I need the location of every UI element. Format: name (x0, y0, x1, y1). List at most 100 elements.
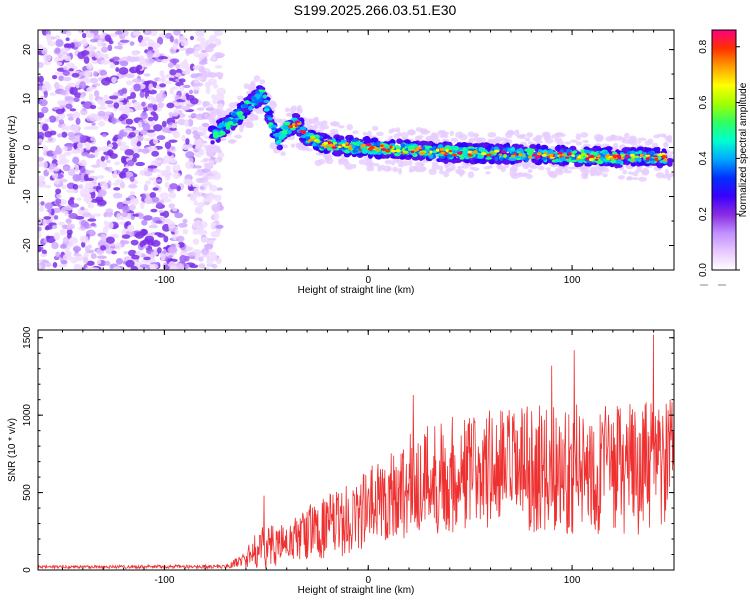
spectrogram-peak-cell (341, 143, 346, 147)
spectrogram-peak-cell (609, 157, 614, 160)
spectrogram-noise-cell (143, 138, 153, 142)
spectrogram-noise-cell (109, 62, 116, 69)
spectrogram-noise-cell (125, 107, 131, 113)
spectrogram-peak-cell (440, 151, 445, 155)
spectrogram-noise-cell (190, 126, 200, 131)
spectrogram-halo-cell (268, 102, 278, 109)
spectrogram-noise-cell (168, 139, 178, 143)
spectrogram-noise-cell (62, 146, 68, 152)
spectrogram-ridge-cell (361, 149, 369, 154)
spectrogram-noise-cell (167, 62, 174, 69)
spectrogram-noise-cell (61, 184, 67, 190)
spectrogram-peak-cell (633, 155, 640, 158)
spectrogram-ridge-cell (566, 159, 574, 163)
spectrogram-ridge-cell (467, 146, 475, 150)
spectrogram-noise-cell (62, 76, 72, 82)
spectrogram-noise-cell (198, 125, 203, 131)
spectrogram-noise-cell (137, 121, 143, 129)
spectrogram-noise-cell (211, 94, 217, 100)
spectrogram-noise-cell (65, 218, 72, 224)
spectrogram-ridge-cell (460, 142, 469, 149)
spectrogram-noise-cell (93, 90, 100, 98)
spectrogram-noise-cell (193, 200, 199, 206)
spectrogram-noise-cell (155, 179, 162, 183)
spectrogram-noise-cell (169, 265, 178, 270)
spectrogram-noise-cell (196, 225, 204, 233)
colorbar-tick-label: 0.0 (698, 263, 709, 277)
spectrogram-ridge-cell (411, 156, 420, 161)
spectrogram-noise-cell (70, 124, 79, 132)
spectrogram-noise-cell (97, 106, 107, 110)
spectrogram-ridge-cell (340, 139, 347, 143)
spectrogram-ridge-cell (371, 151, 378, 155)
spectrogram-noise-cell (171, 122, 176, 129)
spectrogram-peak-cell (663, 157, 668, 162)
spectrogram-noise-cell (141, 193, 147, 200)
spectrogram-noise-cell (100, 155, 106, 162)
spectrogram-noise-cell (131, 254, 140, 260)
spectrogram-noise-cell (185, 151, 195, 159)
spectrogram-halo-cell (337, 125, 345, 129)
spectrogram-peak-cell (448, 151, 453, 155)
spectrogram-ridge-cell (644, 147, 652, 152)
spectrogram-noise-cell (125, 171, 130, 179)
spectrogram-halo-cell (351, 163, 357, 169)
spectrogram-noise-cell (82, 256, 89, 264)
spectrogram-peak-cell (640, 154, 644, 158)
spectrogram-halo-cell (377, 164, 382, 172)
spectrogram-noise-cell (51, 224, 58, 230)
spectrogram-noise-cell (52, 150, 62, 155)
spectrogram-halo-cell (395, 159, 404, 165)
spectrogram-halo-cell (206, 150, 213, 157)
spectrogram-noise-cell (214, 158, 221, 163)
spectrogram-noise-cell (56, 100, 66, 106)
spectrogram-halo-cell (319, 124, 326, 131)
spectrogram-halo-cell (554, 132, 564, 136)
spectrogram-noise-cell (159, 192, 170, 200)
spectrogram-halo-cell (202, 157, 211, 162)
spectrogram-noise-cell (190, 113, 198, 118)
spectrogram-ridge-cell (642, 152, 647, 156)
spectrogram-halo-cell (206, 170, 212, 177)
spectrogram-peak-cell (302, 131, 306, 134)
spectrogram-peak-cell (445, 148, 449, 153)
spectrogram-noise-cell (143, 170, 153, 177)
spectrogram-ridge-cell (488, 143, 495, 147)
spectrogram-peak-cell (391, 149, 397, 153)
spectrogram-halo-cell (358, 159, 366, 165)
spectrogram-ridge-cell (432, 150, 437, 154)
spectrogram-y-axis-label: Frequency (Hz) (7, 116, 18, 185)
spectrogram-peak-cell (361, 143, 367, 146)
spectrogram-noise-cell (153, 124, 163, 132)
spectrogram-peak-cell (439, 147, 444, 151)
spectrogram-noise-cell (78, 184, 84, 190)
spectrogram-noise-cell (56, 194, 62, 199)
spectrogram-noise-cell (203, 201, 211, 206)
spectrogram-noise-cell (54, 71, 64, 76)
colorbar-label: Normalized spectral amplitude (738, 82, 749, 217)
spectrogram-noise-cell (192, 238, 200, 245)
spectrogram-ridge-cell (610, 158, 617, 164)
spectrogram-noise-cell (209, 184, 218, 192)
spectrogram-noise-cell (130, 91, 137, 100)
spectrogram-halo-cell (535, 134, 541, 142)
spectrogram-noise-cell (114, 242, 122, 250)
spectrogram-noise-cell (178, 47, 187, 51)
spectrogram-ridge-cell (661, 148, 667, 153)
spectrogram-noise-cell (94, 51, 103, 59)
spectrogram-ridge-cell (562, 161, 569, 166)
spectrogram-peak-cell (661, 154, 666, 159)
spectrogram-noise-cell (143, 80, 151, 86)
spectrogram-ridge-cell (356, 141, 364, 145)
spectrogram-noise-cell (132, 31, 142, 36)
spectrogram-halo-cell (218, 111, 224, 118)
spectrogram-ridge-cell (279, 133, 287, 139)
spectrogram-noise-cell (38, 161, 45, 168)
spectrogram-noise-cell (104, 100, 114, 105)
spectrogram-halo-cell (529, 165, 538, 169)
spectrogram-noise-cell (38, 61, 44, 69)
spectrogram-halo-cell (450, 137, 459, 143)
spectrogram-halo-cell (289, 107, 297, 114)
spectrogram-noise-cell (199, 185, 205, 190)
spectrogram-noise-cell (65, 225, 74, 230)
